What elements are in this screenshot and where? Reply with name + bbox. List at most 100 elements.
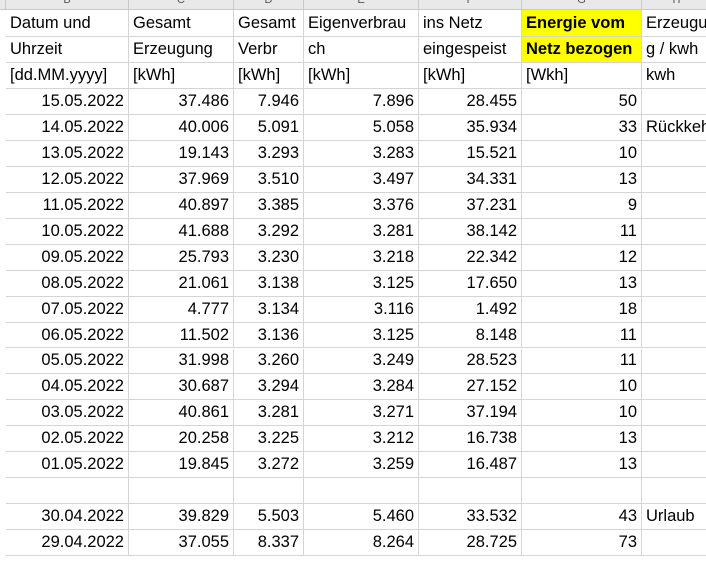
table-cell-verbrauch[interactable]: 3.294 [234, 374, 304, 401]
column-letter-d[interactable]: D [234, 0, 304, 10]
table-cell-eigenverbrauch[interactable]: 8.264 [304, 530, 419, 557]
table-cell-erzeugung-kwh[interactable] [642, 452, 706, 479]
table-cell-date[interactable]: 11.05.2022 [6, 192, 129, 219]
table-cell-erzeugung[interactable]: 40.897 [129, 192, 234, 219]
table-cell-netzbezug[interactable]: 10 [522, 400, 642, 427]
header-cell-eigenverbrauch[interactable]: ch [304, 37, 419, 63]
table-cell-eigenverbrauch[interactable] [304, 478, 419, 505]
table-cell-eingespeist[interactable]: 22.342 [419, 244, 522, 271]
table-cell-date[interactable]: 06.05.2022 [6, 322, 129, 349]
table-cell-erzeugung-kwh[interactable]: Urlaub [642, 504, 706, 531]
header-cell-netzbezug[interactable]: Netz bezogen [522, 37, 642, 63]
header-cell-erzeugung-kwh[interactable]: kwh [642, 63, 706, 89]
header-cell-verbrauch[interactable]: Verbr [234, 37, 304, 63]
header-cell-erzeugung[interactable]: Gesamt [129, 10, 234, 37]
column-letter-c[interactable]: C [129, 0, 234, 10]
table-cell-verbrauch[interactable]: 3.134 [234, 296, 304, 323]
table-cell-netzbezug[interactable]: 13 [522, 270, 642, 297]
header-cell-verbrauch[interactable]: Gesamt [234, 10, 304, 37]
table-cell-eigenverbrauch[interactable]: 3.212 [304, 426, 419, 453]
header-cell-erzeugung-kwh[interactable]: Erzeugu [642, 10, 706, 37]
table-cell-erzeugung[interactable]: 41.688 [129, 218, 234, 245]
table-cell-erzeugung-kwh[interactable] [642, 167, 706, 193]
header-cell-date[interactable]: Uhrzeit [6, 37, 129, 63]
table-cell-eingespeist[interactable]: 38.142 [419, 218, 522, 245]
table-cell-date[interactable]: 08.05.2022 [6, 270, 129, 297]
table-cell-erzeugung-kwh[interactable] [642, 400, 706, 427]
table-cell-eingespeist[interactable]: 15.521 [419, 140, 522, 167]
table-cell-erzeugung-kwh[interactable] [642, 193, 706, 219]
table-cell-netzbezug[interactable]: 10 [522, 374, 642, 401]
table-cell-date[interactable]: 13.05.2022 [6, 140, 129, 167]
table-cell-eingespeist[interactable]: 16.487 [419, 452, 522, 479]
table-cell-erzeugung[interactable]: 40.861 [129, 400, 234, 427]
header-cell-verbrauch[interactable]: [kWh] [234, 63, 304, 89]
table-cell-eigenverbrauch[interactable]: 3.376 [304, 192, 419, 219]
table-cell-verbrauch[interactable]: 3.260 [234, 348, 304, 375]
table-cell-netzbezug[interactable]: 13 [522, 426, 642, 453]
table-cell-netzbezug[interactable]: 10 [522, 140, 642, 167]
table-cell-date[interactable]: 12.05.2022 [6, 166, 129, 193]
table-cell-eingespeist[interactable]: 28.523 [419, 348, 522, 375]
header-cell-erzeugung[interactable]: Erzeugung [129, 37, 234, 63]
table-cell-eingespeist[interactable]: 37.231 [419, 192, 522, 219]
table-cell-date[interactable]: 30.04.2022 [6, 504, 129, 531]
header-cell-netzbezug[interactable]: Energie vom [522, 10, 642, 37]
column-letter-h[interactable]: H [642, 0, 706, 10]
header-cell-netzbezug[interactable]: [Wkh] [522, 63, 642, 89]
table-cell-date[interactable]: 07.05.2022 [6, 296, 129, 323]
column-letter-b[interactable]: B [6, 0, 129, 10]
table-cell-date[interactable]: 09.05.2022 [6, 244, 129, 271]
table-cell-verbrauch[interactable]: 3.385 [234, 192, 304, 219]
table-cell-date[interactable]: 10.05.2022 [6, 218, 129, 245]
table-cell-netzbezug[interactable]: 9 [522, 192, 642, 219]
table-cell-date[interactable]: 02.05.2022 [6, 426, 129, 453]
table-cell-verbrauch[interactable]: 8.337 [234, 530, 304, 557]
table-cell-eigenverbrauch[interactable]: 5.460 [304, 504, 419, 531]
table-cell-eigenverbrauch[interactable]: 7.896 [304, 89, 419, 115]
table-cell-erzeugung-kwh[interactable] [642, 374, 706, 401]
table-cell-netzbezug[interactable]: 11 [522, 348, 642, 375]
table-cell-eigenverbrauch[interactable]: 3.271 [304, 400, 419, 427]
table-cell-verbrauch[interactable]: 5.091 [234, 114, 304, 141]
table-cell-eingespeist[interactable]: 28.725 [419, 530, 522, 557]
table-cell-eingespeist[interactable]: 1.492 [419, 296, 522, 323]
table-cell-eigenverbrauch[interactable]: 3.218 [304, 244, 419, 271]
table-cell-verbrauch[interactable]: 3.272 [234, 452, 304, 479]
table-cell-erzeugung-kwh[interactable] [642, 297, 706, 323]
column-letter-e[interactable]: E [304, 0, 419, 10]
table-cell-date[interactable]: 05.05.2022 [6, 348, 129, 375]
table-cell-erzeugung[interactable] [129, 478, 234, 505]
table-cell-eingespeist[interactable]: 16.738 [419, 426, 522, 453]
table-cell-eigenverbrauch[interactable]: 3.125 [304, 270, 419, 297]
table-cell-erzeugung[interactable]: 40.006 [129, 114, 234, 141]
table-cell-verbrauch[interactable]: 3.138 [234, 270, 304, 297]
table-cell-verbrauch[interactable]: 3.281 [234, 400, 304, 427]
table-cell-erzeugung[interactable]: 39.829 [129, 504, 234, 531]
table-cell-eigenverbrauch[interactable]: 3.249 [304, 348, 419, 375]
table-cell-erzeugung-kwh[interactable]: Rückkeh [642, 115, 706, 141]
header-cell-erzeugung[interactable]: [kWh] [129, 63, 234, 89]
table-cell-verbrauch[interactable]: 3.225 [234, 426, 304, 453]
table-cell-netzbezug[interactable]: 11 [522, 322, 642, 349]
table-cell-erzeugung[interactable]: 21.061 [129, 270, 234, 297]
table-cell-eingespeist[interactable]: 34.331 [419, 166, 522, 193]
table-cell-eigenverbrauch[interactable]: 3.284 [304, 374, 419, 401]
table-cell-erzeugung-kwh[interactable] [642, 141, 706, 167]
table-cell-verbrauch[interactable]: 5.503 [234, 504, 304, 531]
table-cell-eingespeist[interactable]: 37.194 [419, 400, 522, 427]
table-cell-netzbezug[interactable]: 12 [522, 244, 642, 271]
header-cell-eingespeist[interactable]: eingespeist [419, 37, 522, 63]
table-cell-netzbezug[interactable]: 43 [522, 504, 642, 531]
table-cell-verbrauch[interactable]: 3.136 [234, 322, 304, 349]
table-cell-eingespeist[interactable]: 8.148 [419, 322, 522, 349]
table-cell-erzeugung[interactable]: 19.143 [129, 140, 234, 167]
table-cell-erzeugung-kwh[interactable] [642, 89, 706, 115]
table-cell-erzeugung[interactable]: 37.486 [129, 89, 234, 115]
table-cell-erzeugung-kwh[interactable] [642, 530, 706, 557]
table-cell-netzbezug[interactable]: 11 [522, 218, 642, 245]
table-cell-eigenverbrauch[interactable]: 3.281 [304, 218, 419, 245]
table-cell-erzeugung[interactable]: 20.258 [129, 426, 234, 453]
table-cell-date[interactable]: 03.05.2022 [6, 400, 129, 427]
table-cell-erzeugung[interactable]: 25.793 [129, 244, 234, 271]
